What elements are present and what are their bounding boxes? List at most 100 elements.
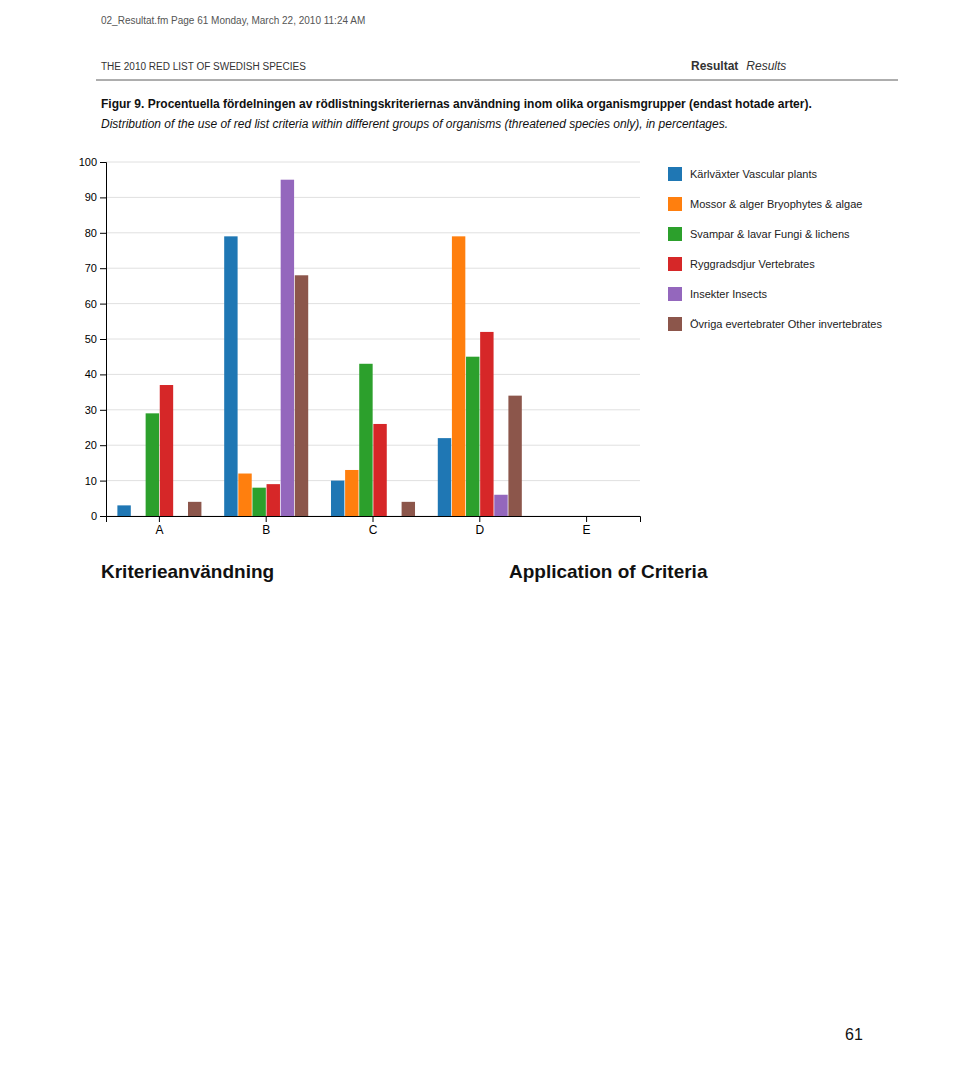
tick: 60: [85, 298, 106, 310]
bar: [238, 474, 251, 516]
legend-swatch: [668, 167, 682, 181]
tick-mark: [100, 162, 106, 163]
tick-label: E: [583, 523, 591, 537]
legend-item: Ryggradsdjur Vertebrates: [668, 257, 815, 271]
bar: [601, 516, 614, 517]
bar: [160, 385, 173, 516]
tick-mark: [373, 516, 374, 522]
tick-mark: [479, 516, 480, 522]
legend-label: Insekter Insects: [690, 288, 768, 300]
tick-label: 70: [85, 262, 97, 274]
tick-mark: [100, 339, 106, 340]
page-number: 61: [845, 1026, 863, 1043]
tick-mark: [100, 374, 106, 375]
bar: [480, 332, 493, 516]
legend-swatch: [668, 197, 682, 211]
series: [146, 357, 480, 516]
tick-mark: [100, 445, 106, 446]
grid-line: [106, 409, 640, 410]
axis-domain: [107, 517, 641, 523]
legend-label: Övriga evertebrater Other invertebrates: [690, 318, 882, 330]
bar: [132, 516, 145, 517]
tick-label: 50: [85, 333, 97, 345]
bars: [117, 180, 521, 516]
legend-item: Mossor & alger Bryophytes & algae: [668, 197, 862, 211]
tick-label: 20: [85, 439, 97, 451]
bar: [345, 470, 358, 516]
section-header-en: Results: [746, 59, 786, 73]
legend-label: Mossor & alger Bryophytes & algae: [690, 198, 862, 210]
legend-label: Svampar & lavar Fungi & lichens: [690, 228, 850, 240]
grid-line: [106, 303, 640, 304]
bar: [359, 364, 372, 516]
bar: [331, 481, 344, 516]
tick: 0: [91, 510, 106, 522]
legend-item: Insekter Insects: [668, 287, 768, 301]
bar: [559, 516, 572, 517]
bar: [117, 505, 130, 516]
running-header: THE 2010 RED LIST OF SWEDISH SPECIES: [101, 61, 306, 72]
grid-line: [106, 268, 640, 269]
tick: 30: [85, 404, 106, 416]
legend-item: Övriga evertebrater Other invertebrates: [668, 317, 882, 331]
bar: [452, 236, 465, 516]
series: [160, 332, 494, 516]
bar: [373, 424, 386, 516]
bar: [573, 516, 586, 517]
bar: [587, 516, 600, 517]
grid-line: [106, 339, 640, 340]
grid-line: [106, 445, 640, 446]
y-axis: 0 10 20 30 40 50 60 70 80 90 100: [79, 156, 107, 522]
bar: [545, 516, 558, 517]
bar: [224, 236, 237, 516]
tick-mark: [100, 268, 106, 269]
tick-label: 0: [91, 510, 97, 522]
bar: [387, 516, 400, 517]
tick: D: [475, 516, 484, 537]
bar: [466, 357, 479, 516]
legend-label: Ryggradsdjur Vertebrates: [690, 258, 815, 270]
tick-mark: [100, 410, 106, 411]
tick-label: 10: [85, 475, 97, 487]
axis-domain: [100, 163, 107, 517]
grid-line: [106, 480, 640, 481]
legend-swatch: [668, 257, 682, 271]
bar: [267, 484, 280, 516]
tick: 100: [79, 156, 106, 168]
tick: A: [155, 516, 163, 537]
tick: E: [583, 516, 591, 537]
grid: [106, 162, 640, 516]
bar: [402, 502, 415, 516]
tick-label: A: [155, 523, 163, 537]
tick-label: 80: [85, 227, 97, 239]
series: [188, 275, 522, 516]
bar: [146, 413, 159, 516]
bar: [438, 438, 451, 516]
tick-label: 60: [85, 298, 97, 310]
series: [238, 236, 465, 516]
bar: [615, 516, 628, 517]
grid-line: [106, 374, 640, 375]
legend-swatch: [668, 227, 682, 241]
tick: 40: [85, 368, 106, 380]
tick-mark: [100, 197, 106, 198]
tick: C: [369, 516, 378, 537]
legend-item: Kärlväxter Vascular plants: [668, 167, 817, 181]
bar: [508, 396, 521, 516]
legend-swatch: [668, 317, 682, 331]
bar: [281, 180, 294, 516]
tick: 10: [85, 475, 106, 487]
tick-label: B: [262, 523, 270, 537]
section-heading-en: Application of Criteria: [509, 561, 708, 582]
series: [281, 180, 508, 516]
grid-line: [106, 232, 640, 233]
tick: 80: [85, 227, 106, 239]
section-header: Resultat: [691, 59, 738, 73]
header-rule: [96, 80, 898, 81]
tick-mark: [100, 516, 106, 517]
tick-mark: [100, 233, 106, 234]
bar: [252, 488, 265, 516]
tick: 90: [85, 191, 106, 203]
page: 02_Resultat.fm Page 61 Monday, March 22,…: [0, 0, 960, 1065]
tick-label: C: [369, 523, 378, 537]
